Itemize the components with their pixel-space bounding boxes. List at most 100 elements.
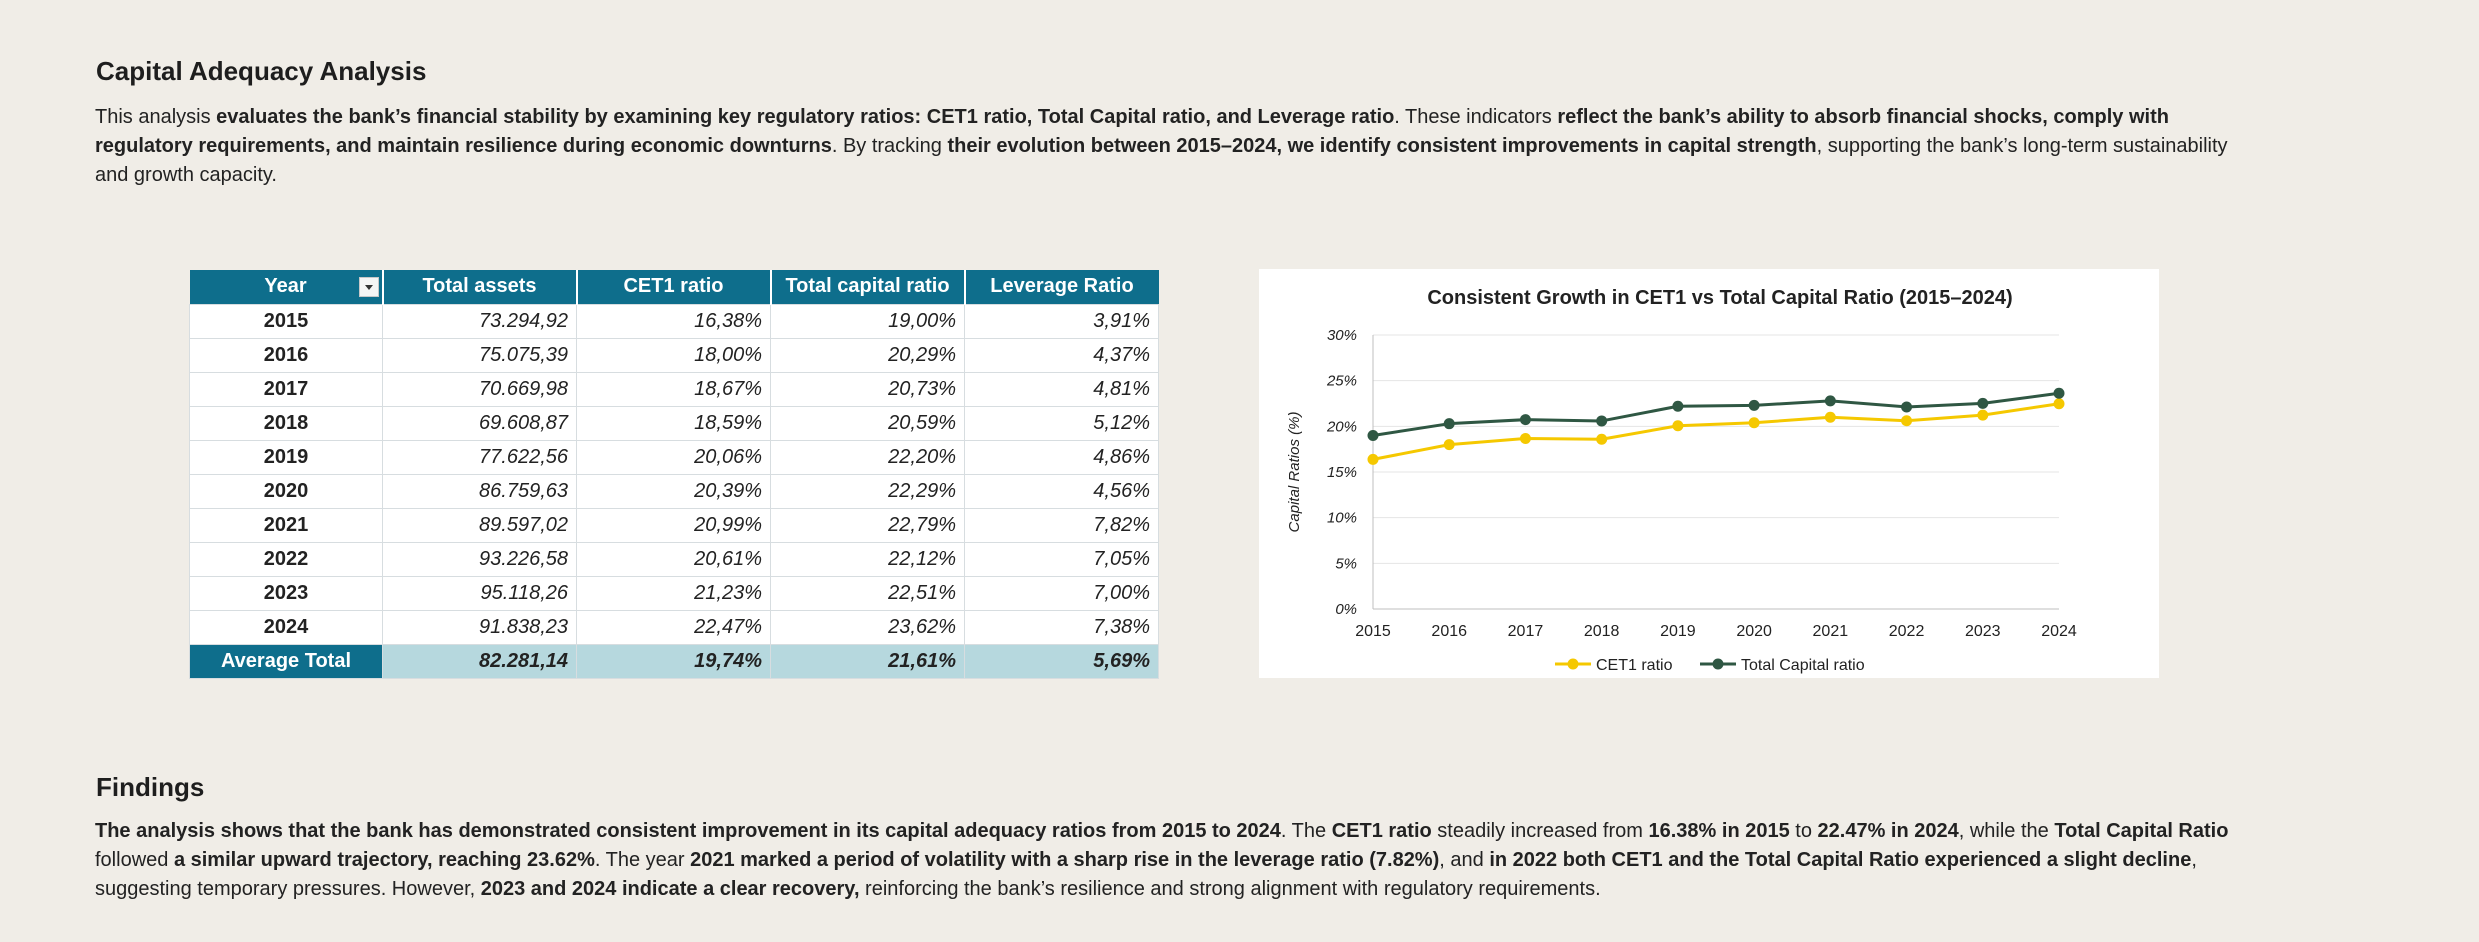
text-run-bold: in 2022 both CET1 and the Total Capital …: [1489, 849, 2192, 871]
column-header-total-capital[interactable]: Total capital ratio: [770, 270, 966, 304]
x-tick-label: 2016: [1431, 623, 1467, 640]
average-total-label[interactable]: Average Total: [189, 643, 383, 679]
table-cell[interactable]: 20,59%: [770, 405, 965, 441]
cell-year[interactable]: 2023: [189, 575, 383, 611]
table-cell[interactable]: 16,38%: [576, 303, 771, 339]
average-cell[interactable]: 19,74%: [576, 643, 771, 679]
x-tick-label: 2022: [1889, 623, 1925, 640]
cell-year[interactable]: 2018: [189, 405, 383, 441]
table-row: 2018 69.608,87 18,59% 20,59% 5,12%: [189, 405, 1159, 441]
data-point: [1824, 395, 1836, 407]
table-cell[interactable]: 77.622,56: [382, 439, 577, 475]
table-cell[interactable]: 20,39%: [576, 473, 771, 509]
text-run-bold: evaluates the bank’s financial stability…: [216, 106, 1395, 128]
table-cell[interactable]: 22,20%: [770, 439, 965, 475]
text-run: steadily increased from: [1431, 820, 1649, 842]
column-header-leverage[interactable]: Leverage Ratio: [964, 270, 1159, 304]
table-cell[interactable]: 7,00%: [964, 575, 1159, 611]
table-cell[interactable]: 7,05%: [964, 541, 1159, 577]
x-tick-label: 2024: [2041, 623, 2077, 640]
text-run: This analysis: [95, 106, 217, 128]
cell-year[interactable]: 2016: [189, 337, 383, 373]
data-point: [1901, 415, 1913, 427]
data-point: [1672, 400, 1684, 412]
table-cell[interactable]: 20,73%: [770, 371, 965, 407]
table-cell[interactable]: 5,12%: [964, 405, 1159, 441]
table-cell[interactable]: 22,79%: [770, 507, 965, 543]
chart-area[interactable]: Consistent Growth in CET1 vs Total Capit…: [1259, 269, 2159, 678]
data-point: [1672, 420, 1684, 432]
table-cell[interactable]: 22,29%: [770, 473, 965, 509]
x-tick-label: 2023: [1965, 623, 2001, 640]
table-cell[interactable]: 4,56%: [964, 473, 1159, 509]
data-point: [1519, 414, 1531, 426]
x-tick-label: 2018: [1584, 623, 1620, 640]
cell-year[interactable]: 2021: [189, 507, 383, 543]
table-cell[interactable]: 91.838,23: [382, 609, 577, 645]
x-tick-label: 2017: [1508, 623, 1544, 640]
average-cell[interactable]: 5,69%: [964, 643, 1159, 679]
data-point: [1748, 417, 1760, 429]
data-point: [1596, 415, 1608, 427]
y-tick-label: 10%: [1327, 510, 1357, 527]
cell-year[interactable]: 2020: [189, 473, 383, 509]
table-cell[interactable]: 18,67%: [576, 371, 771, 407]
findings-paragraph: The analysis shows that the bank has dem…: [95, 817, 2245, 904]
data-point: [1596, 433, 1608, 445]
column-header-label: Year: [264, 275, 307, 298]
table-cell[interactable]: 21,23%: [576, 575, 771, 611]
table-cell[interactable]: 70.669,98: [382, 371, 577, 407]
filter-dropdown-button[interactable]: [358, 277, 379, 297]
text-run: , while the: [1958, 820, 2055, 842]
table-cell[interactable]: 4,81%: [964, 371, 1159, 407]
table-cell[interactable]: 7,82%: [964, 507, 1159, 543]
table-cell[interactable]: 23,62%: [770, 609, 965, 645]
table-cell[interactable]: 95.118,26: [382, 575, 577, 611]
table-cell[interactable]: 73.294,92: [382, 303, 577, 339]
column-header-cet1[interactable]: CET1 ratio: [576, 270, 772, 304]
table-cell[interactable]: 89.597,02: [382, 507, 577, 543]
text-run: to: [1789, 820, 1818, 842]
table-cell[interactable]: 75.075,39: [382, 337, 577, 373]
table-cell[interactable]: 86.759,63: [382, 473, 577, 509]
table-row: 2023 95.118,26 21,23% 22,51% 7,00%: [189, 575, 1159, 611]
text-run-bold: The analysis shows that the bank has dem…: [95, 820, 1281, 842]
cell-year[interactable]: 2015: [189, 303, 383, 339]
table-cell[interactable]: 20,99%: [576, 507, 771, 543]
table-cell[interactable]: 93.226,58: [382, 541, 577, 577]
text-run-bold: 16.38% in 2015: [1648, 820, 1790, 842]
cell-year[interactable]: 2017: [189, 371, 383, 407]
y-tick-label: 0%: [1335, 601, 1357, 618]
table-cell[interactable]: 69.608,87: [382, 405, 577, 441]
table-cell[interactable]: 20,61%: [576, 541, 771, 577]
y-tick-label: 30%: [1327, 327, 1357, 344]
average-cell[interactable]: 21,61%: [770, 643, 965, 679]
table-cell[interactable]: 20,29%: [770, 337, 965, 373]
average-total-row: Average Total 82.281,14 19,74% 21,61% 5,69%: [189, 643, 1159, 679]
series-line: [1372, 391, 2060, 437]
text-run-bold: a similar upward trajectory, reaching 23…: [173, 849, 595, 871]
table-cell[interactable]: 3,91%: [964, 303, 1159, 339]
table-cell[interactable]: 18,59%: [576, 405, 771, 441]
table-cell[interactable]: 4,86%: [964, 439, 1159, 475]
table-cell[interactable]: 22,12%: [770, 541, 965, 577]
cell-year[interactable]: 2019: [189, 439, 383, 475]
column-header-total-assets[interactable]: Total assets: [382, 270, 578, 304]
table-cell[interactable]: 22,47%: [576, 609, 771, 645]
text-run-bold: 22.47% in 2024: [1817, 820, 1959, 842]
table-cell[interactable]: 18,00%: [576, 337, 771, 373]
table-cell[interactable]: 22,51%: [770, 575, 965, 611]
cell-year[interactable]: 2024: [189, 609, 383, 645]
column-header-year[interactable]: Year: [189, 270, 384, 304]
x-tick-label: 2019: [1660, 623, 1696, 640]
average-cell[interactable]: 82.281,14: [382, 643, 577, 679]
table-cell[interactable]: 20,06%: [576, 439, 771, 475]
table-row: 2017 70.669,98 18,67% 20,73% 4,81%: [189, 371, 1159, 407]
cell-year[interactable]: 2022: [189, 541, 383, 577]
y-axis-label: Capital Ratios (%): [1286, 412, 1303, 533]
table-cell[interactable]: 4,37%: [964, 337, 1159, 373]
x-tick-label: 2015: [1355, 623, 1391, 640]
text-run-bold: Total Capital Ratio: [2054, 820, 2229, 842]
table-cell[interactable]: 19,00%: [770, 303, 965, 339]
table-cell[interactable]: 7,38%: [964, 609, 1159, 645]
